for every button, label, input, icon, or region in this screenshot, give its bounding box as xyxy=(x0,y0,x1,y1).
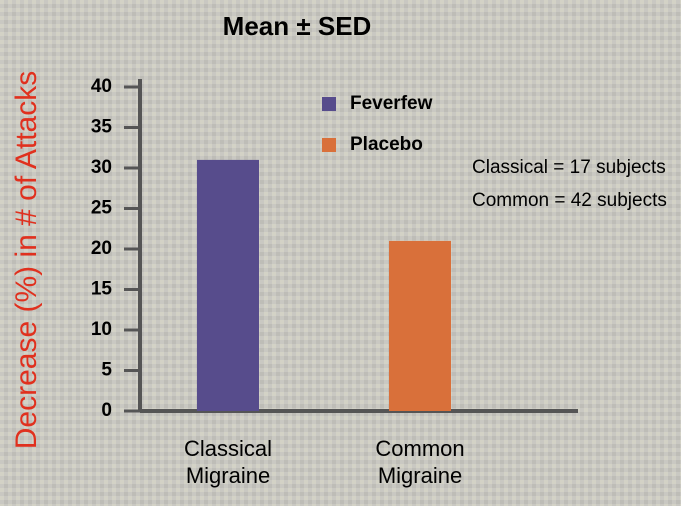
chart-title: Mean ± SED xyxy=(223,11,372,41)
y-tick-label: 10 xyxy=(91,319,112,340)
bar xyxy=(197,159,259,411)
y-tick-label: 25 xyxy=(91,198,113,219)
legend-swatch xyxy=(322,138,336,152)
annotation: Common = 42 subjects xyxy=(472,190,667,211)
y-tick-label: 15 xyxy=(91,279,113,300)
y-tick-label: 35 xyxy=(91,117,113,138)
x-tick-label: Common Migraine xyxy=(375,436,464,488)
y-tick-label: 30 xyxy=(91,157,112,178)
y-tick-label: 20 xyxy=(91,238,112,259)
annotation: Classical = 17 subjects xyxy=(472,157,666,178)
y-axis-label: Decrease (%) in # of Attacks xyxy=(10,71,43,450)
legend-label: Feverfew xyxy=(350,93,433,114)
bar xyxy=(389,240,451,411)
y-tick-label: 5 xyxy=(101,360,112,381)
legend-label: Placebo xyxy=(350,134,423,155)
x-tick-label: Classical Migraine xyxy=(184,436,272,488)
y-tick-label: 40 xyxy=(91,76,112,97)
y-tick-label: 0 xyxy=(101,400,112,421)
legend-swatch xyxy=(322,97,336,111)
